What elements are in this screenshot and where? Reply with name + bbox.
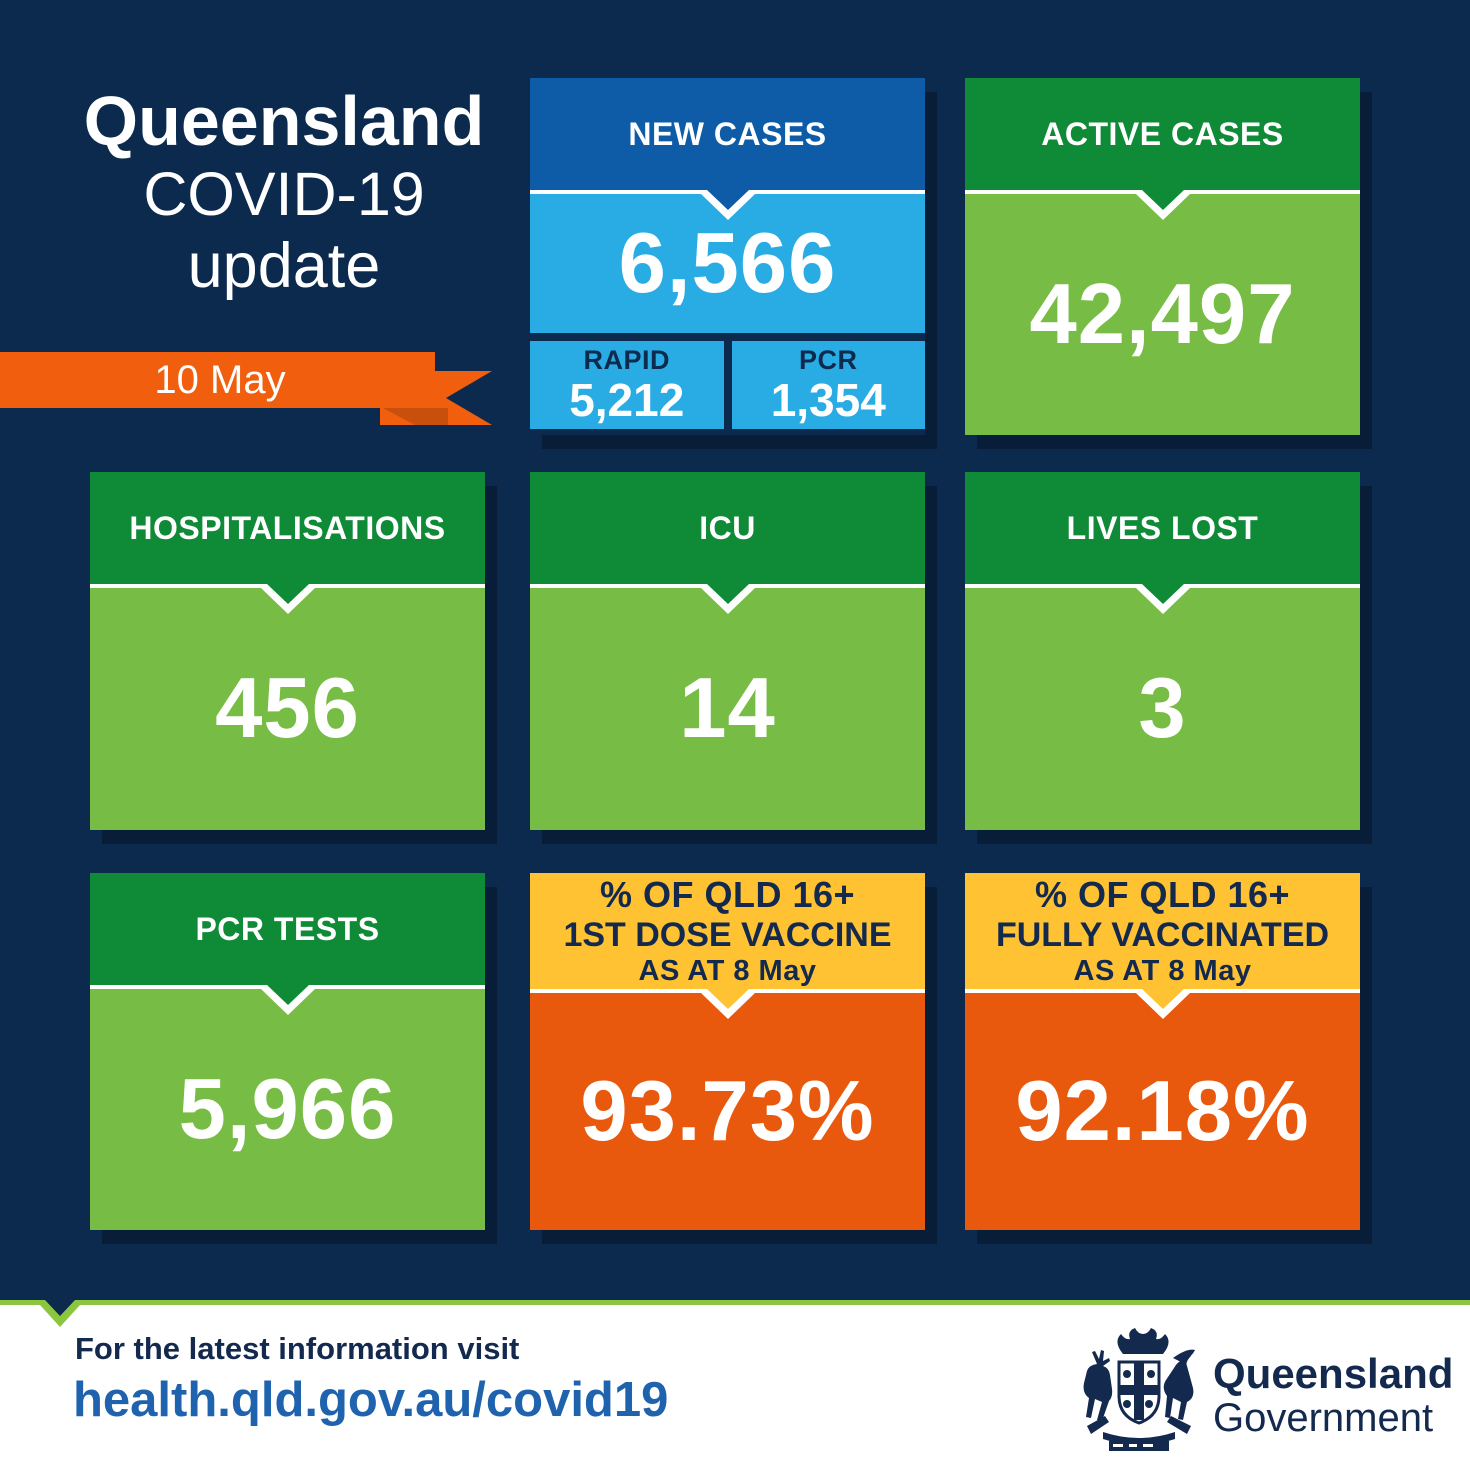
fully-vaccinated-title-line3: AS AT 8 May	[1073, 954, 1252, 987]
lives-lost-panel: 3	[965, 584, 1360, 830]
first-dose-value: 93.73%	[580, 1063, 875, 1159]
hospitalisations-value: 456	[215, 661, 360, 756]
first-dose-title-line3: AS AT 8 May	[638, 954, 817, 987]
footer	[0, 1305, 1470, 1472]
page-title-line2: COVID-19	[143, 160, 425, 228]
pcr-value: 1,354	[770, 374, 886, 426]
footer-url-link[interactable]: health.qld.gov.au/covid19	[73, 1373, 669, 1427]
footer-accent-line	[0, 1300, 1470, 1305]
new-cases-value: 6,566	[618, 215, 837, 311]
qld-government-logo-text: Queensland Government	[1213, 1351, 1453, 1440]
first-dose-title-line2: 1ST DOSE VACCINE	[563, 915, 892, 954]
chevron-down-icon	[1135, 989, 1190, 1019]
fully-vaccinated-title-line1: % OF QLD 16+	[1034, 873, 1291, 915]
lives-lost-card: LIVES LOST 3	[965, 472, 1360, 830]
chevron-down-icon	[700, 989, 755, 1019]
active-cases-card: ACTIVE CASES 42,497	[965, 78, 1360, 435]
pcr-tests-panel: 5,966	[90, 985, 485, 1230]
pcr-label: PCR	[798, 345, 858, 375]
hospitalisations-card: HOSPITALISATIONS 456	[90, 472, 485, 830]
date-ribbon-icon	[0, 352, 492, 425]
chevron-down-icon	[1135, 584, 1190, 614]
chevron-down-icon	[700, 584, 755, 614]
hospitalisations-title: HOSPITALISATIONS	[90, 472, 485, 584]
logo-text-queensland: Queensland	[1213, 1349, 1454, 1397]
logo-text-government: Government	[1213, 1395, 1434, 1440]
page-title-line3: update	[187, 231, 381, 301]
active-cases-value: 42,497	[1029, 266, 1296, 362]
lives-lost-title: LIVES LOST	[965, 472, 1360, 584]
qld-government-logo: Queensland Government	[1075, 1328, 1453, 1462]
rapid-value: 5,212	[569, 374, 685, 426]
first-dose-panel: 93.73%	[530, 989, 925, 1230]
first-dose-title: % OF QLD 16+ 1ST DOSE VACCINE AS AT 8 Ma…	[530, 873, 925, 989]
lives-lost-value: 3	[1138, 661, 1187, 756]
fully-vaccinated-card: % OF QLD 16+ FULLY VACCINATED AS AT 8 Ma…	[965, 873, 1360, 1230]
pcr-box: PCR 1,354	[731, 341, 925, 429]
fully-vaccinated-title-line2: FULLY VACCINATED	[995, 915, 1330, 954]
footer-chevron-down-icon	[40, 1300, 80, 1327]
new-cases-title: NEW CASES	[530, 78, 925, 190]
footer-info-text: For the latest information visit	[75, 1331, 520, 1366]
page-title-line1: Queensland	[83, 82, 485, 160]
first-dose-title-line1: % OF QLD 16+	[599, 873, 856, 915]
icu-card: ICU 14	[530, 472, 925, 830]
active-cases-panel: 42,497	[965, 190, 1360, 435]
chevron-down-icon	[700, 190, 755, 220]
chevron-down-icon	[260, 985, 315, 1015]
first-dose-card: % OF QLD 16+ 1ST DOSE VACCINE AS AT 8 Ma…	[530, 873, 925, 1230]
fully-vaccinated-value: 92.18%	[1015, 1063, 1310, 1159]
new-cases-card: NEW CASES 6,566 RAPID 5,212 PCR 1,354	[530, 78, 925, 435]
fully-vaccinated-title: % OF QLD 16+ FULLY VACCINATED AS AT 8 Ma…	[965, 873, 1360, 989]
page-title: Queensland COVID-19 update	[58, 84, 510, 302]
icu-value: 14	[679, 661, 776, 756]
chevron-down-icon	[1135, 190, 1190, 220]
rapid-box: RAPID 5,212	[530, 341, 724, 429]
fully-vaccinated-panel: 92.18%	[965, 989, 1360, 1230]
coat-of-arms-icon	[1083, 1328, 1195, 1451]
new-cases-breakdown: RAPID 5,212 PCR 1,354	[530, 341, 925, 429]
hospitalisations-panel: 456	[90, 584, 485, 830]
icu-panel: 14	[530, 584, 925, 830]
pcr-tests-value: 5,966	[178, 1061, 397, 1157]
date-ribbon: 10 May	[154, 357, 286, 402]
pcr-tests-title: PCR TESTS	[90, 873, 485, 985]
active-cases-title: ACTIVE CASES	[965, 78, 1360, 190]
pcr-tests-card: PCR TESTS 5,966	[90, 873, 485, 1230]
chevron-down-icon	[260, 584, 315, 614]
new-cases-value-panel: 6,566	[530, 190, 925, 333]
rapid-label: RAPID	[583, 345, 670, 375]
icu-title: ICU	[530, 472, 925, 584]
